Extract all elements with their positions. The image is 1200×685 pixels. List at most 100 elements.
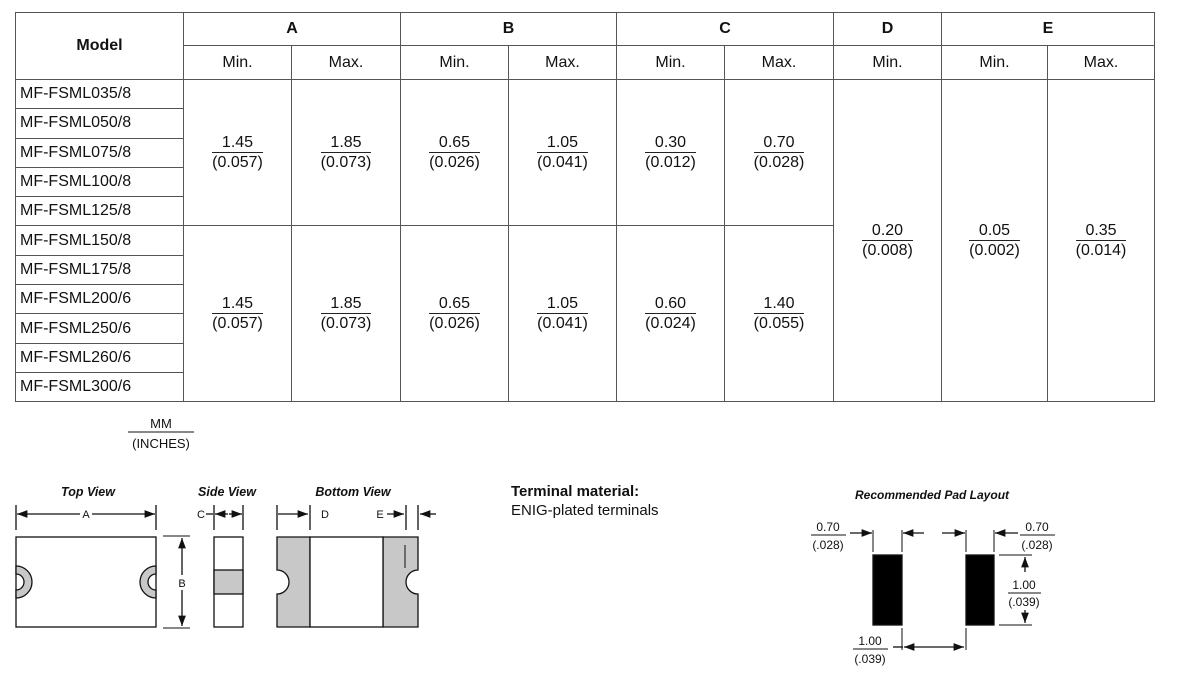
model-header: Model [15, 12, 184, 80]
value-mm: 1.40 [753, 294, 805, 315]
value-inches: (0.028) [753, 154, 805, 172]
table-row: MF-FSML250/6 [15, 313, 1155, 344]
e-max-header: Max. [1046, 45, 1156, 80]
c-max-cell: 1.40 (0.055) [724, 225, 834, 403]
table-row: MF-FSML050/8 [15, 108, 1155, 139]
model-cell: MF-FSML100/8 [15, 166, 184, 198]
c-min-value: 0.60 (0.024) [645, 294, 696, 333]
b-min-value: 0.65 (0.026) [429, 133, 480, 172]
c-max-header: Max. [724, 45, 834, 80]
model-cell: MF-FSML050/8 [15, 108, 184, 139]
d-min-header: Min. [833, 45, 942, 80]
b-max-value: 1.05 (0.041) [537, 133, 588, 172]
value-inches: (0.055) [753, 315, 805, 333]
pad-right-width-mm: 0.70 [1025, 520, 1049, 534]
top-view-drawing [15, 505, 190, 629]
value-mm: 0.20 [862, 221, 913, 242]
c-min-header: Min. [616, 45, 725, 80]
model-cell: MF-FSML250/6 [15, 313, 184, 344]
value-mm: 0.65 [429, 294, 480, 315]
pad-gap-in: (.039) [854, 652, 885, 666]
b-max-header: Max. [508, 45, 617, 80]
unit-mm: MM [150, 416, 172, 431]
side-view-drawing [206, 505, 244, 628]
a-max-cell: 1.85 (0.073) [291, 225, 401, 403]
d-min-value: 0.20 (0.008) [862, 221, 913, 260]
value-mm: 1.45 [212, 294, 263, 315]
left-pad [872, 554, 903, 626]
package-diagrams: MM (INCHES) Top View A B Side View C Bot… [15, 416, 1055, 666]
pad-layout-drawing [850, 529, 1032, 651]
value-mm: 0.70 [753, 133, 805, 154]
model-cell: MF-FSML150/8 [15, 225, 184, 256]
a-min-header: Min. [183, 45, 292, 80]
b-max-cell: 1.05 (0.041) [508, 78, 617, 227]
value-inches: (0.008) [862, 242, 913, 260]
table-row: MF-FSML075/8 [15, 137, 1155, 168]
value-mm: 0.65 [429, 133, 480, 154]
value-inches: (0.057) [212, 315, 263, 333]
value-mm: 1.85 [320, 294, 372, 315]
pad-height-mm: 1.00 [1012, 578, 1036, 592]
value-inches: (0.002) [969, 242, 1020, 260]
value-mm: 1.45 [212, 133, 263, 154]
table-row: MF-FSML035/8 1.45 (0.057) 1.85 (0.073) 0.65 (0… [15, 78, 1156, 403]
pad-left-width-mm: 0.70 [816, 520, 840, 534]
a-min-value: 1.45 (0.057) [212, 294, 263, 333]
model-cell: MF-FSML175/8 [15, 254, 184, 286]
a-min-cell: 1.45 (0.057) [183, 78, 292, 227]
value-inches: (0.012) [645, 154, 696, 172]
right-pad [965, 554, 995, 626]
dim-e-label: E [376, 509, 383, 521]
model-cell: MF-FSML200/6 [15, 284, 184, 315]
header-b: B [400, 12, 617, 46]
value-inches: (0.073) [320, 315, 372, 333]
model-cell: MF-FSML300/6 [15, 371, 184, 403]
dim-c-label: C [197, 509, 205, 521]
model-cell: MF-FSML075/8 [15, 137, 184, 168]
value-inches: (0.073) [320, 154, 372, 172]
value-mm: 0.30 [645, 133, 696, 154]
model-cell: MF-FSML125/8 [15, 196, 184, 227]
value-mm: 0.35 [1075, 221, 1127, 242]
d-min-cell: 0.20 (0.008) [833, 78, 942, 403]
b-min-header: Min. [400, 45, 509, 80]
a-max-value: 1.85 (0.073) [320, 133, 372, 172]
dim-d-label: D [321, 509, 329, 521]
b-max-value: 1.05 (0.041) [537, 294, 588, 333]
dimensions-table: Model A B C D E Min. Max. Min. Max. Min.… [15, 12, 1156, 403]
table-row: MF-FSML175/8 [15, 254, 1155, 286]
b-min-cell: 0.65 (0.026) [400, 78, 509, 227]
dim-b-label: B [178, 578, 185, 590]
terminal-material-title: Terminal material: [511, 483, 639, 500]
bottom-view-title: Bottom View [315, 485, 392, 499]
e-min-header: Min. [941, 45, 1048, 80]
a-min-cell: 1.45 (0.057) [183, 225, 292, 403]
e-max-value: 0.35 (0.014) [1075, 221, 1127, 260]
value-inches: (0.026) [429, 315, 480, 333]
e-min-value: 0.05 (0.002) [969, 221, 1020, 260]
table-row: MF-FSML260/6 [15, 342, 1155, 373]
value-inches: (0.041) [537, 315, 588, 333]
terminal-material-text: ENIG-plated terminals [511, 502, 659, 519]
header-a: A [183, 12, 401, 46]
c-max-cell: 0.70 (0.028) [724, 78, 834, 227]
a-max-cell: 1.85 (0.073) [291, 78, 401, 227]
a-max-header: Max. [291, 45, 401, 80]
c-max-value: 1.40 (0.055) [753, 294, 805, 333]
value-mm: 1.85 [320, 133, 372, 154]
value-inches: (0.014) [1075, 242, 1127, 260]
value-mm: 1.05 [537, 133, 588, 154]
value-inches: (0.026) [429, 154, 480, 172]
value-mm: 0.60 [645, 294, 696, 315]
pad-layout-title: Recommended Pad Layout [855, 488, 1010, 502]
a-max-value: 1.85 (0.073) [320, 294, 372, 333]
table-row: MF-FSML200/6 [15, 284, 1155, 315]
pad-gap-mm: 1.00 [858, 634, 882, 648]
unit-inches: (INCHES) [132, 436, 190, 451]
side-view-title: Side View [198, 485, 257, 499]
value-mm: 0.05 [969, 221, 1020, 242]
c-min-cell: 0.60 (0.024) [616, 225, 725, 403]
model-cell: MF-FSML035/8 [15, 78, 184, 110]
value-mm: 1.05 [537, 294, 588, 315]
